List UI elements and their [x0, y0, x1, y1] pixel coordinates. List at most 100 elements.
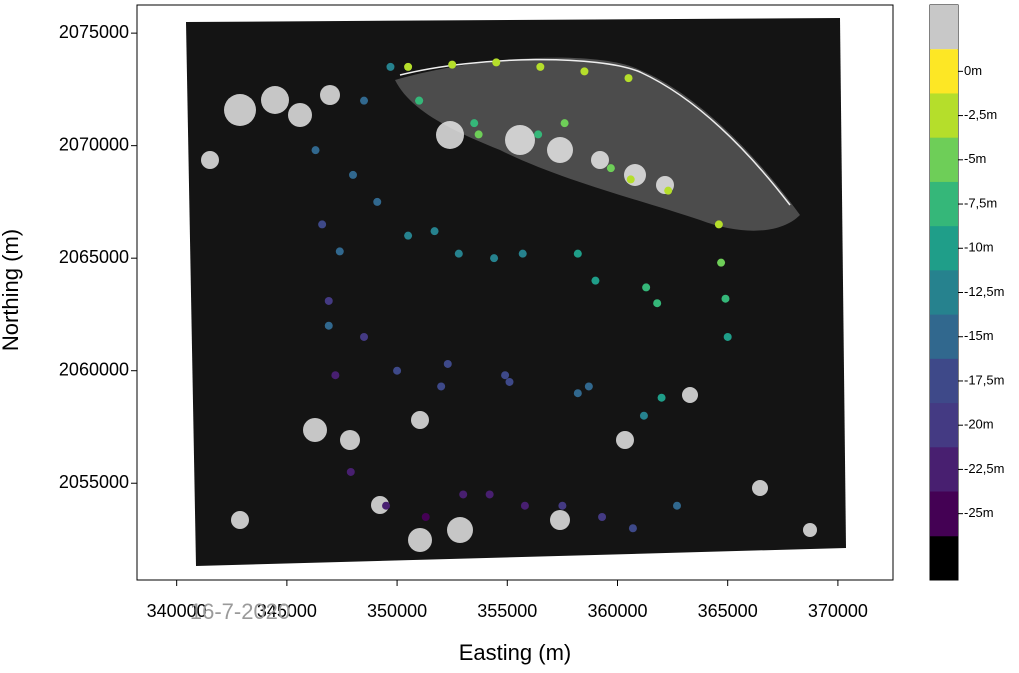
colorbar-tick-label: -22,5m: [964, 461, 1004, 476]
survey-point: [606, 164, 615, 173]
survey-point: [386, 62, 395, 71]
survey-point: [624, 74, 633, 83]
x-tick-label: 340000: [147, 601, 207, 621]
survey-point: [673, 501, 681, 510]
survey-point: [415, 96, 424, 105]
survey-point: [393, 366, 402, 375]
survey-point: [360, 96, 369, 105]
colorbar-segment: [930, 447, 958, 493]
island-shallows: [395, 57, 800, 231]
y-tick-label: 2055000: [59, 472, 129, 492]
survey-point: [642, 283, 651, 292]
survey-point: [558, 501, 567, 510]
survey-point: [536, 62, 545, 71]
survey-point: [474, 130, 483, 139]
colorbar-tick-label: -2,5m: [964, 107, 997, 122]
colorbar-tick-label: -10m: [964, 240, 994, 255]
x-tick-label: 350000: [367, 601, 427, 621]
survey-point: [653, 299, 662, 308]
coastline: [399, 58, 791, 206]
survey-point: [573, 249, 582, 258]
survey-point: [324, 321, 333, 330]
x-tick-label: 370000: [808, 601, 868, 621]
survey-point: [664, 186, 673, 195]
survey-point: [373, 197, 382, 206]
survey-point: [518, 249, 527, 258]
colorbar-segment: [930, 181, 958, 227]
colorbar-tick-label: -5m: [964, 151, 986, 166]
x-tick-label: 345000: [257, 601, 317, 621]
colorbar-tick-label: -17,5m: [964, 372, 1004, 387]
colorbar-over: [930, 5, 958, 50]
survey-point: [490, 254, 499, 263]
y-tick-label: 2060000: [59, 359, 129, 379]
satellite-image: [186, 18, 846, 566]
survey-point: [626, 175, 635, 184]
colorbar-tick-label: -20m: [964, 417, 994, 432]
colorbar-segment: [930, 137, 958, 183]
survey-point: [584, 382, 593, 391]
survey-point: [459, 490, 468, 499]
survey-point: [505, 377, 514, 386]
survey-point: [404, 62, 413, 71]
clouds: [201, 85, 817, 552]
survey-point: [580, 67, 589, 76]
survey-point: [382, 501, 391, 510]
x-tick-label: 360000: [587, 601, 647, 621]
survey-point: [331, 371, 340, 380]
survey-point: [657, 393, 666, 402]
survey-point: [501, 371, 510, 380]
survey-point: [360, 332, 369, 341]
colorbar-segment: [930, 93, 958, 139]
colorbar-tick-label: -12,5m: [964, 284, 1004, 299]
survey-point: [470, 119, 479, 128]
colorbar-under: [930, 535, 958, 580]
survey-point: [714, 220, 723, 229]
survey-point: [349, 170, 357, 179]
x-tick-label: 355000: [477, 601, 537, 621]
survey-point: [346, 467, 355, 476]
survey-point: [560, 119, 569, 128]
survey-point: [534, 130, 543, 139]
survey-point: [723, 332, 732, 341]
survey-point: [324, 296, 333, 305]
survey-point: [443, 359, 452, 368]
plot-frame: [136, 4, 894, 581]
survey-point: [573, 389, 582, 398]
survey-point: [520, 501, 529, 510]
survey-point: [598, 512, 607, 521]
survey-point: [721, 294, 730, 303]
survey-point: [454, 249, 463, 258]
date-annotation: 16-7-2020: [190, 599, 290, 624]
colorbar-tick-label: -25m: [964, 505, 994, 520]
survey-point: [311, 146, 320, 155]
survey-point: [717, 258, 726, 267]
points: [311, 58, 732, 533]
colorbar-segment: [930, 270, 958, 316]
survey-point: [639, 411, 648, 420]
y-tick-label: 2075000: [59, 22, 129, 42]
survey-point: [318, 220, 327, 229]
colorbar-segment: [930, 491, 958, 537]
survey-point: [591, 276, 600, 285]
colorbar-segment: [930, 226, 958, 271]
survey-point: [437, 382, 446, 391]
survey-point: [492, 58, 501, 67]
y-tick-label: 2065000: [59, 247, 129, 267]
colorbar-tick-label: -15m: [964, 328, 994, 343]
survey-point: [335, 247, 344, 256]
survey-point: [421, 512, 430, 521]
colorbar-segment: [930, 49, 958, 94]
colorbar-segment: [930, 403, 958, 448]
colorbar-tick-label: 0m: [964, 63, 982, 78]
y-tick-label: 2070000: [59, 134, 129, 154]
x-tick-label: 365000: [698, 601, 758, 621]
y-axis-label: Northing (m): [0, 229, 23, 351]
colorbar-segment: [930, 358, 958, 404]
colorbar-segment: [930, 314, 958, 360]
survey-point: [485, 490, 494, 499]
survey-point: [628, 524, 637, 533]
x-axis-label: Easting (m): [459, 640, 571, 665]
